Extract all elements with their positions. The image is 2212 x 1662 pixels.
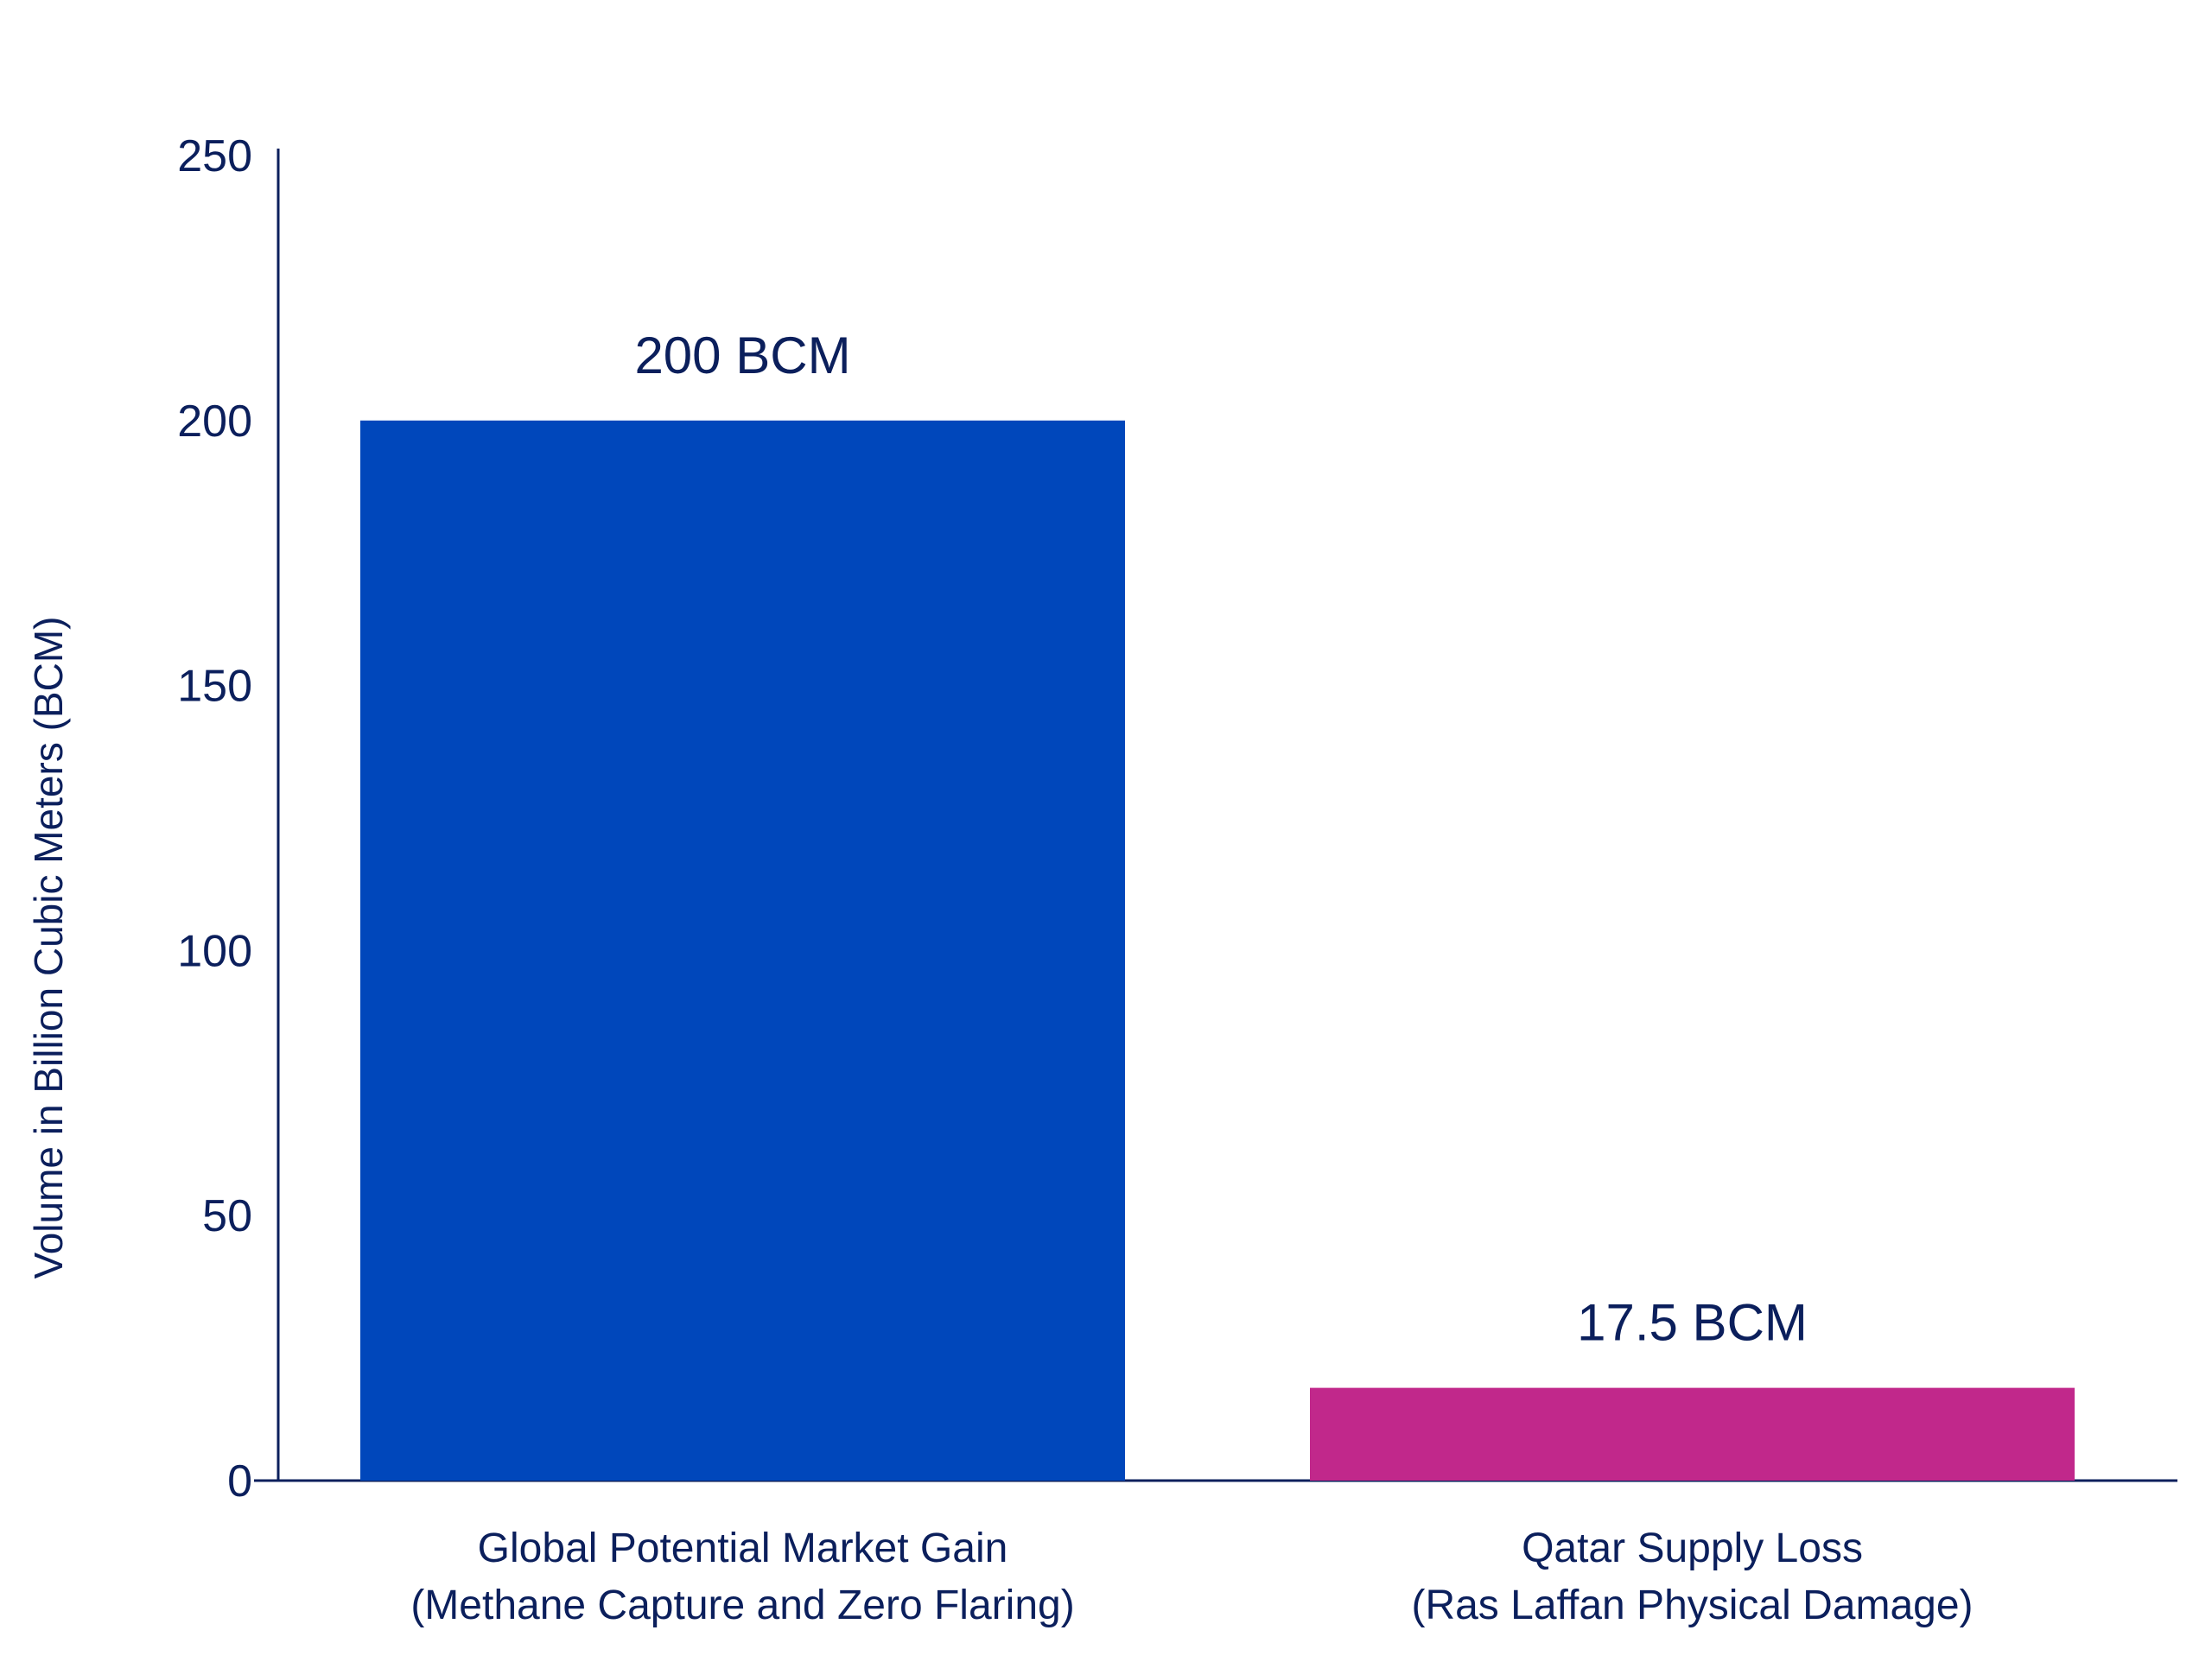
y-axis-title: Volume in Billion Cubic Meters (BCM): [26, 617, 71, 1279]
y-tick-label: 150: [177, 662, 252, 712]
y-tick-label: 100: [177, 926, 252, 976]
x-tick-label: (Methane Capture and Zero Flaring): [410, 1583, 1074, 1628]
y-tick-label: 0: [227, 1456, 252, 1507]
x-tick-label: (Ras Laffan Physical Damage): [1411, 1583, 1973, 1628]
bar: [1310, 1387, 2075, 1481]
y-tick-label: 50: [202, 1191, 252, 1241]
bar: [360, 420, 1125, 1481]
y-tick-label: 200: [177, 396, 252, 447]
x-tick-label: Global Potential Market Gain: [478, 1526, 1008, 1571]
y-tick-label: 250: [177, 131, 252, 181]
x-tick-label: Qatar Supply Loss: [1522, 1526, 1863, 1571]
bars: [360, 420, 2075, 1481]
data-label: 17.5 BCM: [1577, 1294, 1808, 1352]
data-label: 200 BCM: [634, 327, 850, 384]
labels: 200 BCM Global Potential Market Gain (Meth…: [410, 327, 1973, 1628]
